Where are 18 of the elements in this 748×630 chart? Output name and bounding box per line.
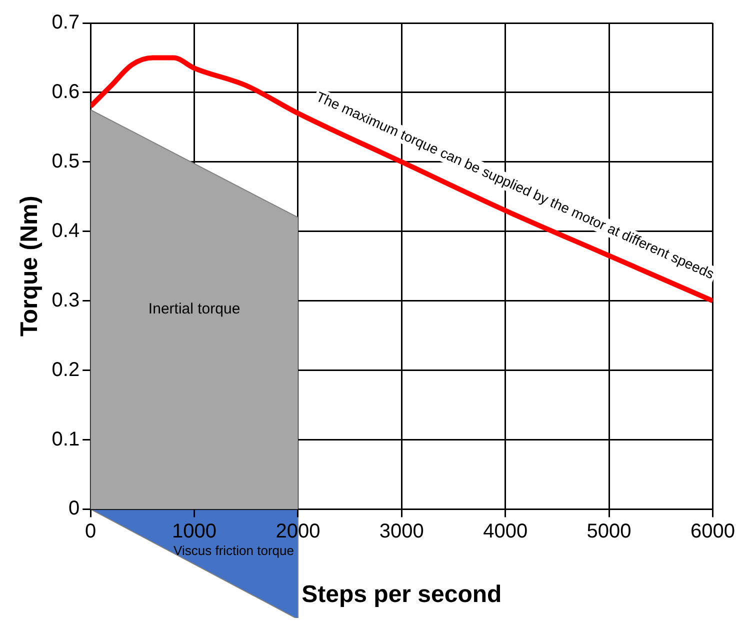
x-tick-label: 3000 <box>379 520 424 543</box>
x-tick-label: 0 <box>85 520 96 543</box>
y-tick-label: 0.6 <box>52 80 80 103</box>
y-tick-label: 0.5 <box>52 150 80 172</box>
y-axis-title: Torque (Nm) <box>16 196 44 337</box>
x-axis-title: Steps per second <box>302 581 502 608</box>
x-tick-label: 6000 <box>690 520 736 543</box>
y-tick-label: 0.4 <box>52 220 80 242</box>
y-tick-label: 0.1 <box>52 428 80 450</box>
x-tick-label: 5000 <box>586 520 632 543</box>
y-tick-label: 0.7 <box>52 12 80 34</box>
x-tick-label: 4000 <box>483 520 528 543</box>
x-tick-label: 1000 <box>172 520 217 543</box>
text: Viscus friction torque <box>174 543 294 558</box>
y-tick-label: 0.2 <box>52 358 80 381</box>
y-tick-label: 0.3 <box>52 289 80 312</box>
y-tick-label: 0 <box>68 498 80 520</box>
series-label: Inertial torque <box>148 300 240 318</box>
